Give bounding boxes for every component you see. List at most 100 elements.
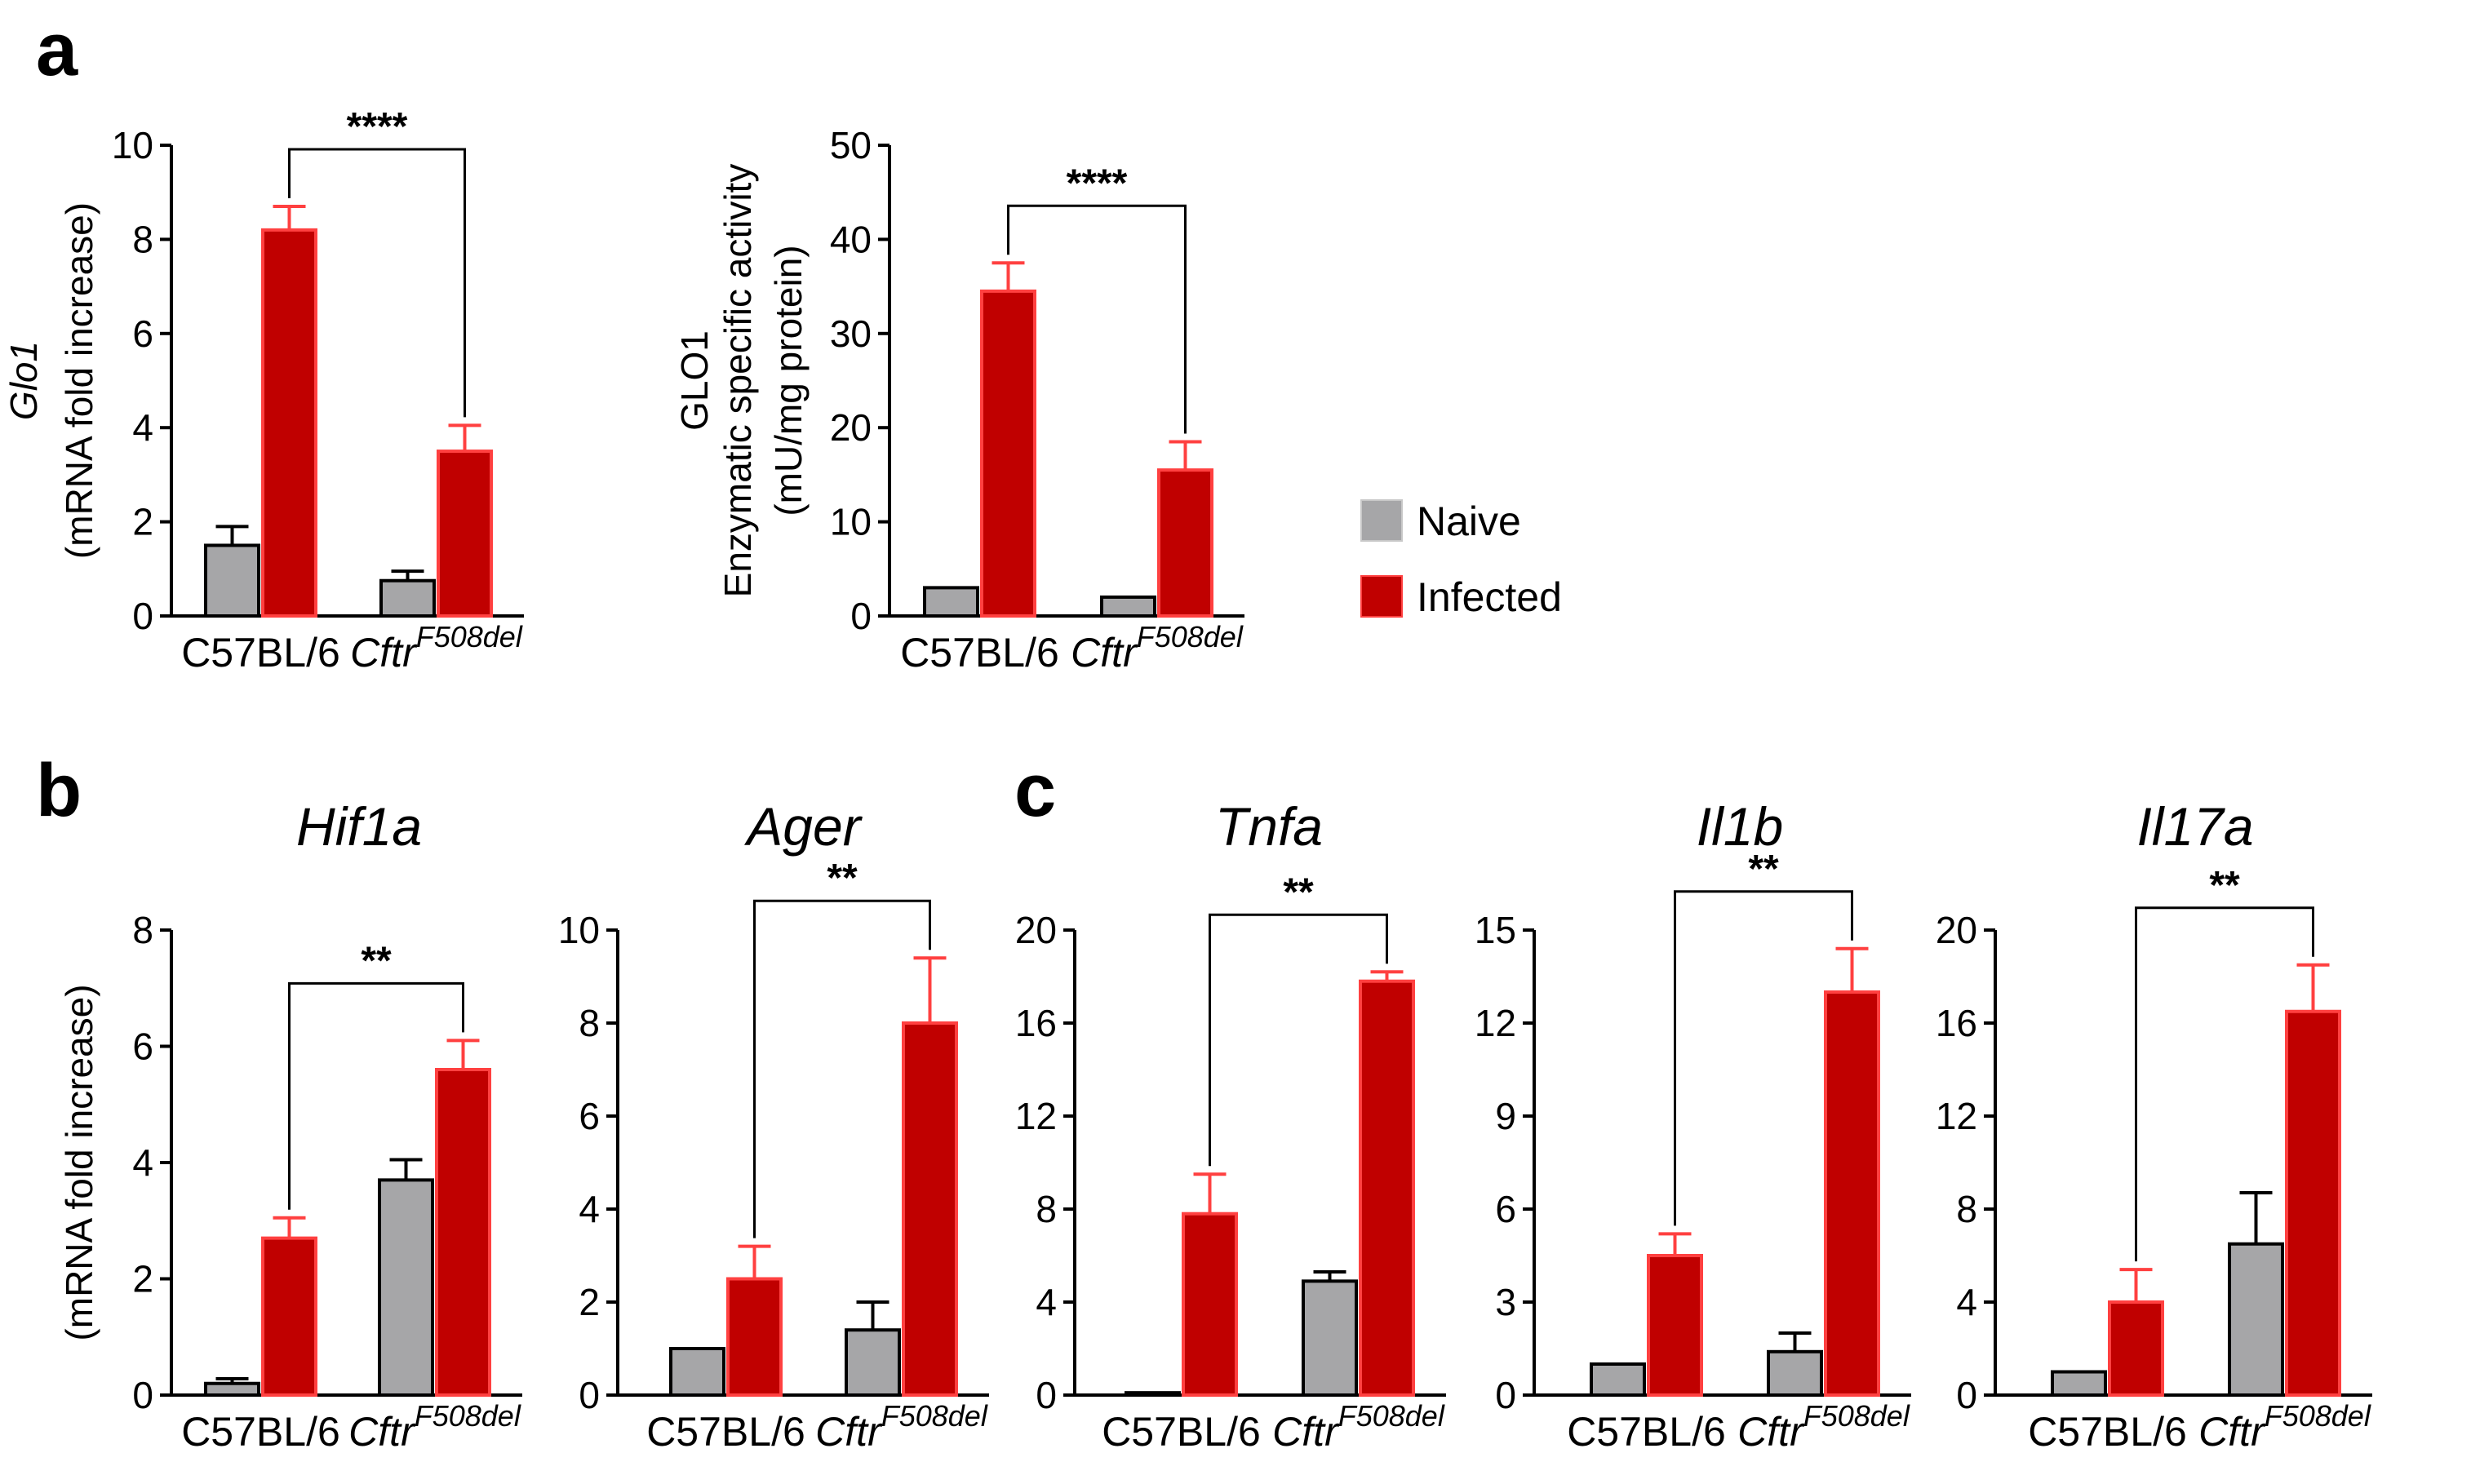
chart-title: Hif1a [296, 796, 422, 857]
y-tick-label: 20 [1936, 909, 1977, 951]
significance-bracket [1209, 913, 1388, 1167]
y-tick-label: 10 [112, 124, 153, 166]
y-tick-label: 8 [1036, 1188, 1057, 1230]
bar-naive-0 [669, 1347, 725, 1397]
chart-b2: 0 2 4 6 8 10 C57BL/6 CftrF508del **Ager [558, 796, 989, 1455]
significance-label: ** [361, 939, 392, 982]
category-label-1: CftrF508del [2198, 1399, 2371, 1455]
y-tick-label: 0 [579, 1374, 600, 1416]
y-tick-label: 50 [830, 124, 872, 166]
y-tick-label: 0 [1956, 1374, 1977, 1416]
bar-naive-1 [1302, 1279, 1358, 1397]
bar-naive-1 [1767, 1349, 1823, 1398]
y-tick-label: 0 [132, 595, 153, 637]
bar-naive-0 [204, 543, 260, 618]
y-tick-label: 4 [132, 406, 153, 449]
chart-c1: 0 4 8 12 16 20 C57BL/6 CftrF508del ** Tnfa [1015, 796, 1446, 1455]
bar-naive-1 [2228, 1242, 2284, 1397]
category-label-0: C57BL/6 [2028, 1409, 2187, 1455]
y-tick-label: 4 [579, 1188, 600, 1230]
y-tick-label: 0 [132, 1374, 153, 1416]
panel-letter-c: c [1014, 749, 1056, 832]
bar-naive-1 [1100, 595, 1156, 618]
y-tick-label: 6 [579, 1095, 600, 1137]
significance-label: ** [1748, 848, 1779, 891]
y-tick-label: 6 [132, 312, 153, 355]
chart-title: Ager [743, 796, 863, 857]
legend-label-infected: Infected [1417, 574, 1562, 620]
significance-bracket [288, 981, 464, 1210]
y-tick-label: 40 [830, 218, 872, 260]
y-tick-label: 0 [1036, 1374, 1057, 1416]
bar-infected-1 [902, 1021, 958, 1397]
bar-naive-1 [379, 578, 436, 618]
category-label-1: CftrF508del [1272, 1399, 1445, 1455]
y-tick-label: 9 [1495, 1095, 1516, 1137]
y-tick-label: 4 [132, 1141, 153, 1184]
y-tick-label: 2 [132, 501, 153, 543]
chart-title: Il1b [1697, 796, 1783, 857]
category-label-0: C57BL/6 [1567, 1409, 1726, 1455]
y-tick-label: 30 [830, 312, 872, 355]
y-tick-label: 2 [579, 1281, 600, 1323]
category-label-1: CftrF508del [815, 1399, 988, 1455]
bar-infected-1 [1359, 979, 1415, 1397]
y-tick-label: 2 [132, 1258, 153, 1300]
chart-c3: 0 4 8 12 16 20 C57BL/6 CftrF508del ** Il17a [1936, 796, 2372, 1455]
significance-bracket [1674, 890, 1853, 1226]
bar-naive-0 [1590, 1362, 1646, 1397]
chart-a2: 0 10 20 30 40 50 C57BL/6 CftrF508del **** GLO1 Enz… [673, 124, 1244, 676]
y-tick-label: 8 [132, 909, 153, 951]
category-label-0: C57BL/6 [181, 1409, 340, 1455]
bar-infected-1 [437, 450, 493, 618]
bar-infected-0 [980, 289, 1036, 618]
bar-infected-0 [261, 228, 317, 618]
bar-naive-0 [204, 1381, 260, 1397]
y-tick-label: 0 [1495, 1374, 1516, 1416]
category-label-1: CftrF508del [1737, 1399, 1910, 1455]
significance-label: ** [2209, 864, 2240, 907]
y-tick-label: 6 [132, 1026, 153, 1068]
legend-swatch-infected [1360, 575, 1403, 618]
significance-label: ** [827, 857, 858, 900]
y-tick-label: 20 [830, 406, 872, 449]
significance-label: ** [1283, 870, 1314, 914]
bar-infected-0 [1182, 1212, 1238, 1397]
significance-bracket [1007, 204, 1187, 434]
y-tick-label: 20 [1015, 909, 1057, 951]
bar-infected-1 [435, 1068, 491, 1397]
y-tick-label: 8 [1956, 1188, 1977, 1230]
bar-naive-1 [378, 1178, 434, 1397]
y-axis-label: (mU/mg protein) [767, 245, 810, 516]
bar-naive-0 [923, 586, 979, 618]
y-tick-label: 4 [1956, 1281, 1977, 1323]
y-tick-label: 12 [1475, 1002, 1516, 1044]
y-axis-label: Enzymatic specific activity [716, 164, 759, 598]
bar-infected-1 [1824, 990, 1880, 1397]
y-tick-label: 16 [1936, 1002, 1977, 1044]
y-tick-label: 10 [558, 909, 600, 951]
category-label-1: CftrF508del [1071, 620, 1244, 676]
panel-letter-a: a [36, 8, 78, 91]
bar-infected-0 [726, 1277, 783, 1397]
y-tick-label: 6 [1495, 1188, 1516, 1230]
significance-bracket [753, 899, 931, 1238]
y-tick-label: 4 [1036, 1281, 1057, 1323]
bar-infected-0 [2108, 1300, 2164, 1397]
bar-naive-1 [845, 1328, 901, 1397]
y-tick-label: 15 [1475, 909, 1516, 951]
category-label-0: C57BL/6 [1102, 1409, 1261, 1455]
bar-naive-0 [2051, 1370, 2107, 1397]
legend-swatch-naive [1360, 499, 1403, 542]
category-label-0: C57BL/6 [181, 630, 340, 676]
chart-b1: 0 2 4 6 8 C57BL/6 CftrF508del ** Hif1a (mRNA fold… [58, 796, 522, 1455]
y-tick-label: 12 [1936, 1095, 1977, 1137]
bar-infected-1 [2285, 1009, 2341, 1397]
category-label-1: CftrF508del [350, 620, 523, 676]
bar-infected-0 [1647, 1254, 1703, 1397]
y-tick-label: 16 [1015, 1002, 1057, 1044]
category-label-0: C57BL/6 [900, 630, 1059, 676]
chart-a1: 0 2 4 6 8 10 C57BL/6 CftrF508del **** Glo1 (mRNA f… [2, 105, 524, 676]
